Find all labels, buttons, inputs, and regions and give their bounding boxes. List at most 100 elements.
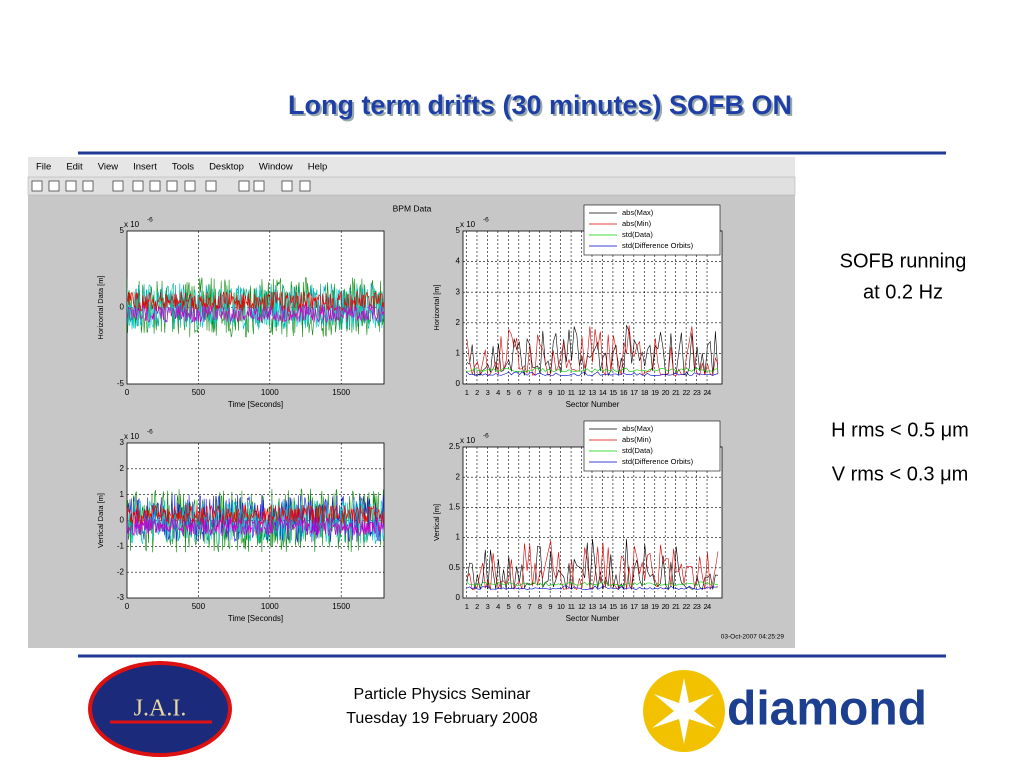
x-tick-label: 23 bbox=[693, 602, 701, 611]
footer-text: Particle Physics Seminar bbox=[354, 686, 532, 703]
y-axis-label: Vertical [m] bbox=[432, 504, 441, 541]
figure: File Edit View Insert Tools Desktop Window Help… bbox=[36, 162, 784, 641]
x-tick-label: 10 bbox=[557, 388, 565, 397]
y-tick-label: 0.5 bbox=[449, 563, 461, 572]
legend-label: abs(Min) bbox=[622, 435, 652, 444]
x-tick-label: 14 bbox=[599, 602, 607, 611]
y-tick-label: 1.5 bbox=[449, 503, 461, 512]
y-tick-label: 5 bbox=[120, 226, 125, 235]
axis-multiplier: x 10 bbox=[124, 220, 140, 229]
legend-label: std(Data) bbox=[622, 446, 653, 455]
y-tick-label: 1 bbox=[456, 533, 461, 542]
menu-item[interactable]: Desktop bbox=[209, 162, 244, 173]
trace-texture bbox=[466, 540, 719, 591]
x-tick-label: 1 bbox=[465, 388, 469, 397]
x-tick-label: 8 bbox=[538, 602, 542, 611]
x-tick-label: 0 bbox=[125, 388, 130, 397]
x-tick-label: 18 bbox=[641, 602, 649, 611]
x-tick-label: 11 bbox=[568, 388, 575, 397]
y-axis-label: Horizontal [m] bbox=[432, 284, 441, 330]
tool-icon bbox=[132, 180, 144, 192]
axis-multiplier: x 10 bbox=[460, 220, 476, 229]
menu-item[interactable]: View bbox=[98, 162, 119, 173]
legend-label: std(Difference Orbits) bbox=[622, 241, 694, 250]
menu-item[interactable]: Edit bbox=[66, 162, 83, 173]
slide-title: Long term drifts (30 minutes) SOFB ON bbox=[288, 90, 792, 120]
y-tick-label: 2 bbox=[456, 318, 461, 327]
jai-logo bbox=[88, 661, 232, 757]
legend-label: std(Difference Orbits) bbox=[622, 457, 694, 466]
x-tick-label: 7 bbox=[527, 388, 531, 397]
x-tick-label: 2 bbox=[475, 388, 479, 397]
tool-icon bbox=[238, 180, 250, 192]
jai-logo-text: J.A.I. bbox=[134, 696, 187, 722]
x-tick-label: 1000 bbox=[261, 388, 279, 397]
trace-texture bbox=[466, 581, 719, 586]
x-tick-label: 12 bbox=[578, 388, 586, 397]
y-tick-label: 0 bbox=[120, 303, 125, 312]
x-tick-label: 15 bbox=[609, 388, 617, 397]
x-tick-label: 1500 bbox=[332, 602, 350, 611]
y-tick-label: -2 bbox=[117, 567, 125, 576]
x-tick-label: 5 bbox=[507, 388, 511, 397]
x-tick-label: 24 bbox=[703, 388, 711, 397]
x-tick-label: 13 bbox=[588, 602, 596, 611]
y-tick-label: -5 bbox=[117, 379, 125, 388]
x-tick-label: 22 bbox=[683, 388, 691, 397]
toolbar bbox=[27, 176, 796, 196]
x-axis-label: Time [Seconds] bbox=[228, 400, 283, 409]
x-tick-label: 4 bbox=[496, 388, 500, 397]
tool-icon bbox=[65, 180, 77, 192]
y-tick-label: -1 bbox=[117, 541, 125, 550]
x-axis-label: Sector Number bbox=[566, 614, 620, 623]
note: SOFB running bbox=[840, 250, 967, 272]
footer-text: Tuesday 19 February 2008 bbox=[346, 710, 538, 727]
axes bbox=[462, 446, 723, 599]
tool-icon bbox=[31, 180, 43, 192]
y-tick-label: 1 bbox=[456, 349, 461, 358]
x-tick-label: 500 bbox=[192, 602, 206, 611]
tool-icon bbox=[184, 180, 196, 192]
menu-item[interactable]: Insert bbox=[133, 162, 157, 173]
x-tick-label: 20 bbox=[662, 602, 670, 611]
legend-label: abs(Max) bbox=[622, 208, 654, 217]
x-tick-label: 8 bbox=[538, 388, 542, 397]
x-tick-label: 11 bbox=[568, 602, 575, 611]
tool-icon bbox=[205, 180, 217, 192]
menu-item[interactable]: Tools bbox=[172, 162, 194, 173]
trace-texture bbox=[466, 367, 719, 372]
axis-multiplier: x 10 bbox=[460, 436, 476, 445]
x-tick-label: 1500 bbox=[332, 388, 350, 397]
y-tick-label: 0 bbox=[456, 593, 461, 602]
menu-item[interactable]: Help bbox=[308, 162, 328, 173]
toolbar-icons bbox=[31, 180, 311, 192]
x-tick-label: 17 bbox=[630, 602, 638, 611]
x-tick-label: 2 bbox=[475, 602, 479, 611]
x-tick-label: 1000 bbox=[261, 602, 279, 611]
trace-texture bbox=[127, 500, 384, 545]
diamond-logo-text: diamond bbox=[727, 683, 927, 736]
note: V rms < 0.3 μm bbox=[832, 463, 969, 485]
menu-item[interactable]: File bbox=[36, 162, 51, 173]
x-tick-label: 15 bbox=[609, 602, 617, 611]
y-tick-label: 1 bbox=[120, 490, 125, 499]
y-tick-label: 4 bbox=[456, 257, 461, 266]
tool-icon bbox=[112, 180, 124, 192]
y-tick-label: 0 bbox=[120, 516, 125, 525]
x-tick-label: 20 bbox=[662, 388, 670, 397]
axis-exponent: -6 bbox=[147, 429, 153, 436]
y-tick-label: 5 bbox=[456, 226, 461, 235]
y-tick-label: 0 bbox=[456, 379, 461, 388]
x-tick-label: 16 bbox=[620, 388, 628, 397]
menu-item[interactable]: Window bbox=[259, 162, 293, 173]
tool-icon bbox=[299, 180, 311, 192]
diamond-logo bbox=[643, 670, 725, 752]
trace-texture bbox=[466, 585, 719, 590]
axis-exponent: -6 bbox=[147, 217, 153, 224]
y-axis-label: Vertical Data [m] bbox=[96, 493, 105, 548]
x-tick-label: 18 bbox=[641, 388, 649, 397]
x-tick-label: 9 bbox=[548, 602, 552, 611]
x-tick-label: 0 bbox=[125, 602, 130, 611]
y-tick-label: 2 bbox=[456, 472, 461, 481]
